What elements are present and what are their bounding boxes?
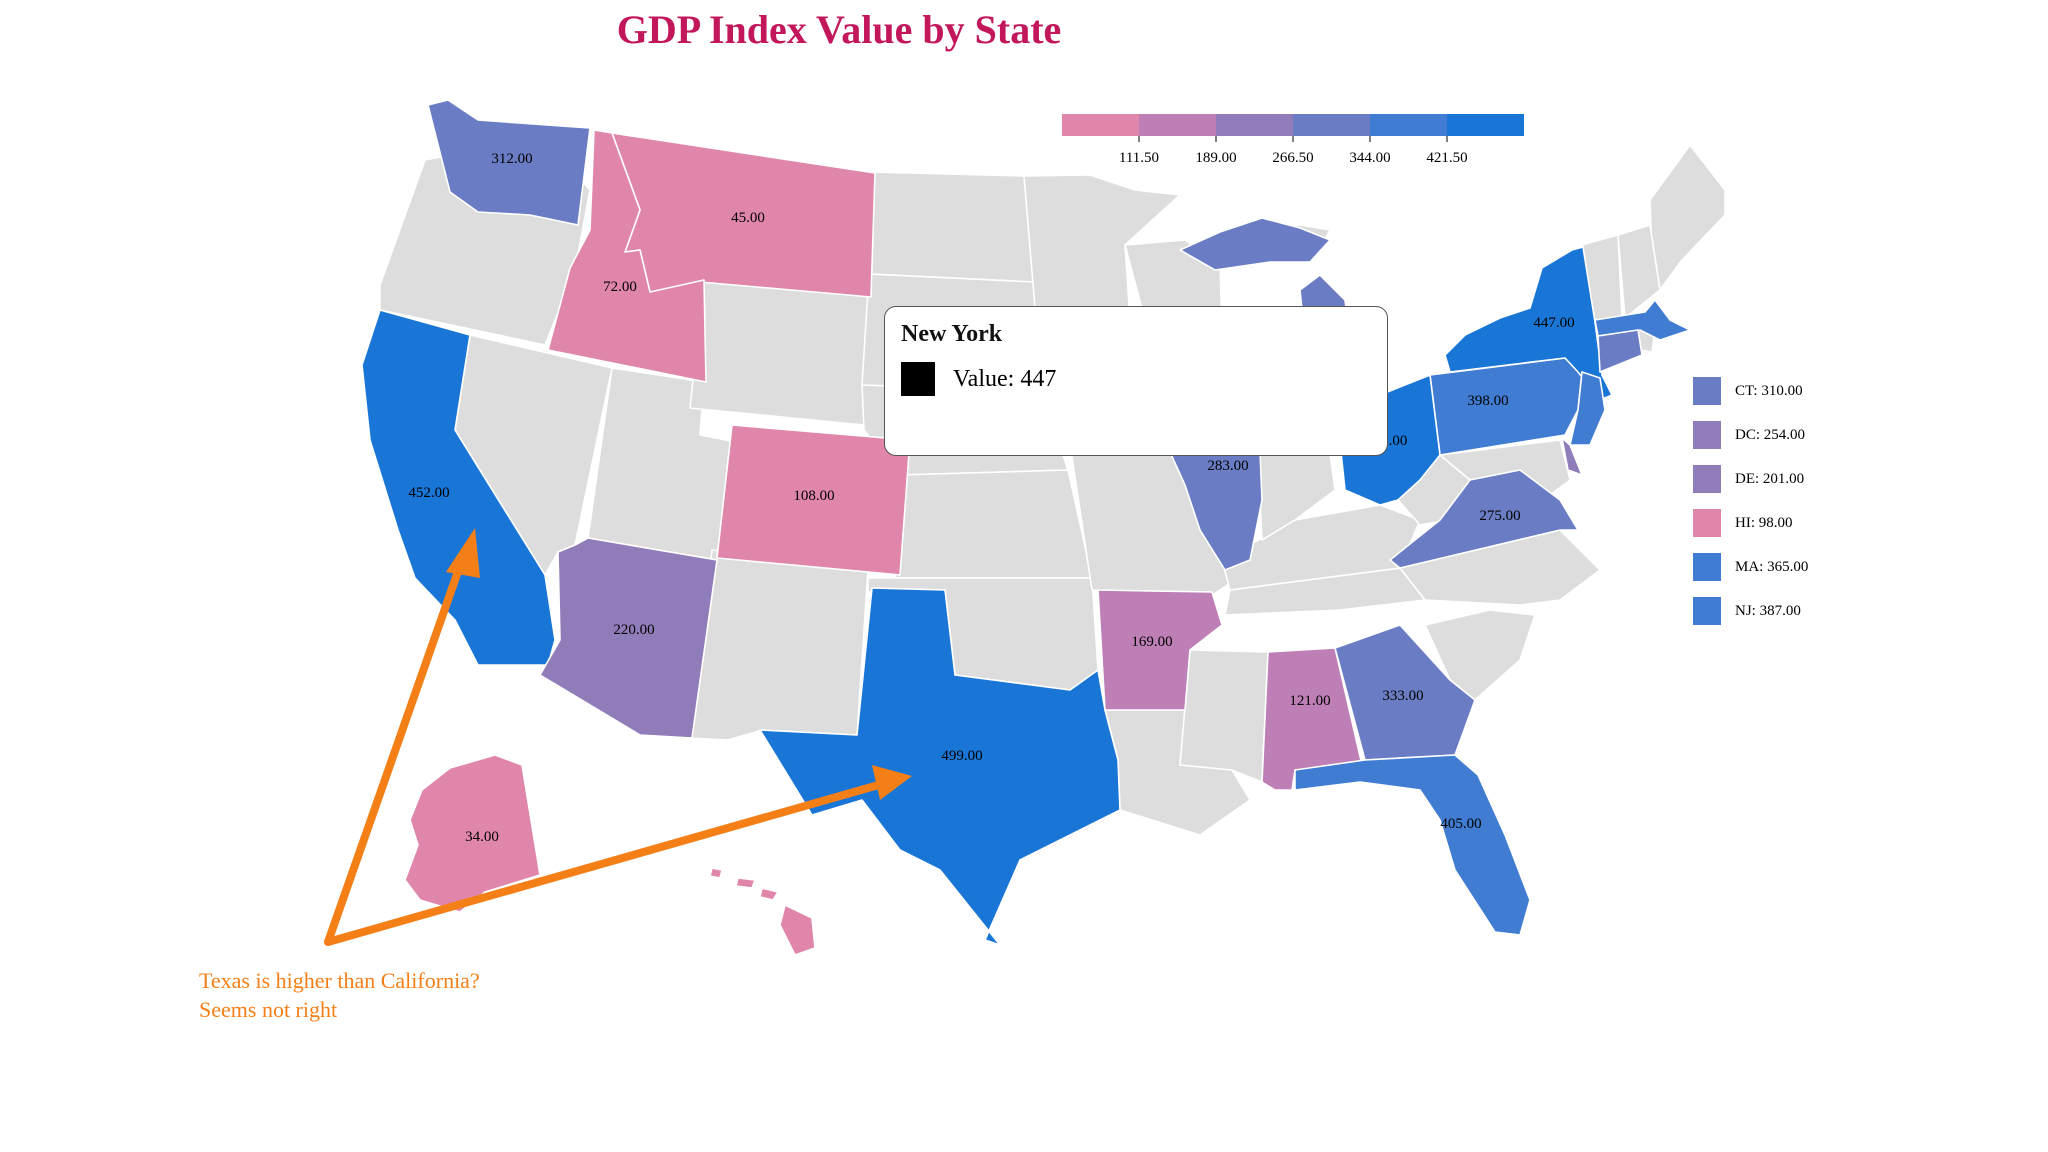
legend-tick-label: 111.50 <box>1119 150 1159 166</box>
state-WA[interactable] <box>427 99 591 226</box>
tooltip-swatch <box>901 362 935 396</box>
state-ME[interactable] <box>1649 144 1726 291</box>
side-legend-item: DC: 254.00 <box>1693 413 1808 457</box>
state-label-ID: 72.00 <box>603 279 637 295</box>
legend-swatch <box>1139 114 1216 136</box>
state-AZ[interactable] <box>539 537 718 739</box>
side-legend-swatch <box>1693 421 1721 449</box>
legend-swatch <box>1370 114 1447 136</box>
state-ID[interactable] <box>547 129 707 383</box>
arrow-to-california <box>324 556 466 946</box>
small-states-legend: CT: 310.00 DC: 254.00 DE: 201.00 HI: 98.… <box>1693 369 1808 633</box>
legend-tick-label: 344.00 <box>1349 150 1390 166</box>
state-label-TX: 499.00 <box>941 748 982 764</box>
side-legend-label: CT: 310.00 <box>1735 382 1803 399</box>
legend-swatch <box>1216 114 1293 136</box>
map-title: GDP Index Value by State <box>616 7 1062 52</box>
state-CA[interactable] <box>361 309 556 666</box>
state-MS[interactable] <box>1179 649 1269 783</box>
state-label-MT: 45.00 <box>731 210 765 226</box>
legend-swatch <box>1447 114 1524 136</box>
state-label-AR: 169.00 <box>1131 634 1172 650</box>
state-CT[interactable] <box>1597 329 1643 373</box>
state-label-AK: 34.00 <box>465 829 499 845</box>
state-label-NY: 447.00 <box>1533 315 1574 331</box>
side-legend-label: MA: 365.00 <box>1735 558 1809 575</box>
state-NH[interactable] <box>1617 224 1661 319</box>
side-legend-item: NJ: 387.00 <box>1693 589 1808 633</box>
tooltip-value: Value: 447 <box>953 365 1057 392</box>
state-label-GA: 333.00 <box>1382 688 1423 704</box>
side-legend-swatch <box>1693 553 1721 581</box>
annotation-line-1: Texas is higher than California? <box>199 968 480 993</box>
side-legend-label: HI: 98.00 <box>1735 514 1793 531</box>
state-KS[interactable] <box>894 469 1093 579</box>
state-VA[interactable] <box>1389 469 1579 569</box>
side-legend-label: DC: 254.00 <box>1735 426 1806 443</box>
state-label-AL: 121.00 <box>1289 693 1330 709</box>
state-NJ[interactable] <box>1569 371 1606 446</box>
arrow-to-texas <box>324 780 886 946</box>
state-label-AZ: 220.00 <box>613 622 654 638</box>
side-legend-item: MA: 365.00 <box>1693 545 1808 589</box>
annotation-note: Texas is higher than California? Seems n… <box>199 966 480 1024</box>
arrow-head-texas <box>872 765 912 800</box>
legend-swatch <box>1062 114 1139 136</box>
tooltip-row: Value: 447 <box>901 362 1371 396</box>
state-DE[interactable] <box>1561 437 1583 476</box>
state-HI[interactable] <box>709 867 816 956</box>
side-legend-swatch <box>1693 509 1721 537</box>
state-CO[interactable] <box>716 424 911 576</box>
side-legend-item: CT: 310.00 <box>1693 369 1808 413</box>
legend-swatch <box>1293 114 1370 136</box>
state-label-IL: 283.00 <box>1207 458 1248 474</box>
legend-tick-label: 189.00 <box>1195 150 1236 166</box>
state-WY[interactable] <box>689 279 873 426</box>
legend-tick-label: 266.50 <box>1272 150 1313 166</box>
state-label-FL: 405.00 <box>1440 816 1481 832</box>
side-legend-item: DE: 201.00 <box>1693 457 1808 501</box>
state-AR[interactable] <box>1097 589 1223 711</box>
state-label-WA: 312.00 <box>491 151 532 167</box>
arrow-head-california <box>446 528 480 578</box>
side-legend-item: HI: 98.00 <box>1693 501 1808 545</box>
state-label-PA: 398.00 <box>1467 393 1508 409</box>
state-tooltip: New York Value: 447 <box>884 306 1388 456</box>
state-ND[interactable] <box>868 171 1035 283</box>
side-legend-label: DE: 201.00 <box>1735 470 1805 487</box>
annotation-arrows <box>324 528 912 946</box>
color-scale-legend: 111.50 189.00 266.50 344.00 421.50 <box>1062 114 1524 166</box>
state-label-CO: 108.00 <box>793 488 834 504</box>
side-legend-label: NJ: 387.00 <box>1735 602 1801 619</box>
state-FL[interactable] <box>1294 754 1531 936</box>
legend-tick-label: 421.50 <box>1426 150 1467 166</box>
state-label-CA: 452.00 <box>408 485 449 501</box>
tooltip-title: New York <box>901 321 1003 347</box>
state-label-OH: .00 <box>1389 433 1408 449</box>
side-legend-swatch <box>1693 377 1721 405</box>
side-legend-swatch <box>1693 465 1721 493</box>
annotation-line-2: Seems not right <box>199 997 338 1022</box>
state-label-VA: 275.00 <box>1479 508 1520 524</box>
state-TX[interactable] <box>759 587 1121 946</box>
side-legend-swatch <box>1693 597 1721 625</box>
state-NM[interactable] <box>689 549 869 741</box>
